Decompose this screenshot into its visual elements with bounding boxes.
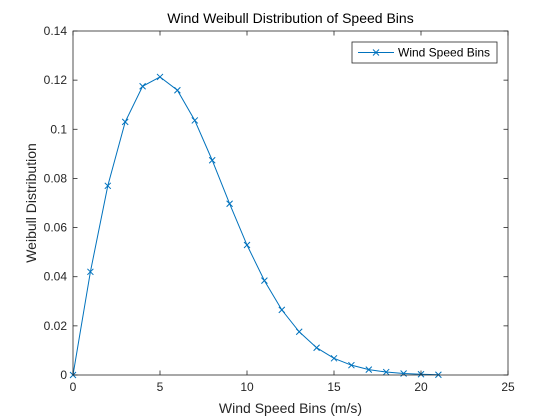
x-tick-label: 15: [327, 380, 341, 394]
marker-stroke: [121, 118, 129, 126]
marker-stroke: [382, 368, 390, 376]
series-line: [72, 76, 439, 376]
data-point-marker: [295, 328, 303, 336]
x-tick-label: 10: [240, 380, 254, 394]
data-point-marker: [313, 344, 320, 352]
axes-box: [72, 30, 509, 376]
y-tick-label: 0.08: [44, 171, 68, 185]
marker-stroke: [348, 361, 355, 369]
marker-stroke: [330, 354, 338, 362]
marker-stroke: [226, 200, 233, 208]
x-tick-label: 0: [70, 380, 77, 394]
marker-stroke: [365, 366, 373, 373]
data-point-marker: [139, 82, 146, 90]
marker-stroke: [243, 241, 251, 249]
data-point-marker: [156, 73, 164, 81]
legend-marker-x: [372, 49, 380, 56]
y-tick-label: 0.1: [50, 122, 67, 136]
data-point-marker: [365, 366, 373, 373]
y-tick-label: 0.06: [44, 221, 68, 235]
marker-stroke: [261, 277, 268, 284]
data-point-marker: [278, 306, 286, 314]
data-point-marker: [87, 268, 94, 276]
x-axis-label: Wind Speed Bins (m/s): [219, 400, 362, 416]
chart-title: Wind Weibull Distribution of Speed Bins: [167, 10, 413, 26]
data-point-marker: [121, 118, 129, 126]
y-tick-label: 0.14: [44, 24, 68, 38]
data-point-marker: [261, 277, 268, 284]
data-point-marker: [191, 117, 199, 124]
data-point-marker: [243, 241, 251, 249]
legend-box: [351, 41, 498, 64]
marker-stroke: [208, 156, 216, 164]
data-point-marker: [382, 368, 390, 376]
legend-marker-stroke: [372, 49, 380, 56]
y-tick-label: 0: [60, 368, 67, 382]
y-tick-label: 0.02: [44, 319, 68, 333]
legend: Wind Speed Bins: [351, 41, 498, 64]
x-tick-label: 20: [414, 380, 428, 394]
x-tick-label: 25: [501, 380, 515, 394]
marker-stroke: [174, 86, 181, 94]
marker-stroke: [104, 182, 112, 190]
marker-stroke: [87, 268, 94, 276]
data-point-marker: [330, 354, 338, 362]
data-point-marker: [174, 86, 181, 94]
axes-layer: 0 5 10 15 20 25 0 0.02 0.04 0.06 0.08 0.1 0.12 0.14: [44, 24, 515, 394]
data-point-marker: [348, 361, 355, 369]
data-point-marker: [400, 370, 407, 377]
marker-stroke: [156, 73, 164, 81]
marker-stroke: [400, 370, 407, 377]
marker-stroke: [139, 82, 146, 90]
y-tick-label: 0.04: [44, 270, 68, 284]
y-axis-label: Weibull Distribution: [23, 143, 39, 263]
marker-stroke: [295, 328, 303, 336]
marker-stroke: [313, 344, 320, 352]
legend-label: Wind Speed Bins: [398, 46, 490, 60]
data-point-marker: [104, 182, 112, 190]
series-layer: [69, 73, 442, 379]
marker-stroke: [191, 117, 199, 124]
x-tick-label: 5: [157, 380, 164, 394]
data-point-marker: [208, 156, 216, 164]
marker-stroke: [278, 306, 286, 314]
y-tick-label: 0.12: [44, 73, 68, 87]
plot-area: [73, 31, 508, 375]
data-point-marker: [226, 200, 233, 208]
